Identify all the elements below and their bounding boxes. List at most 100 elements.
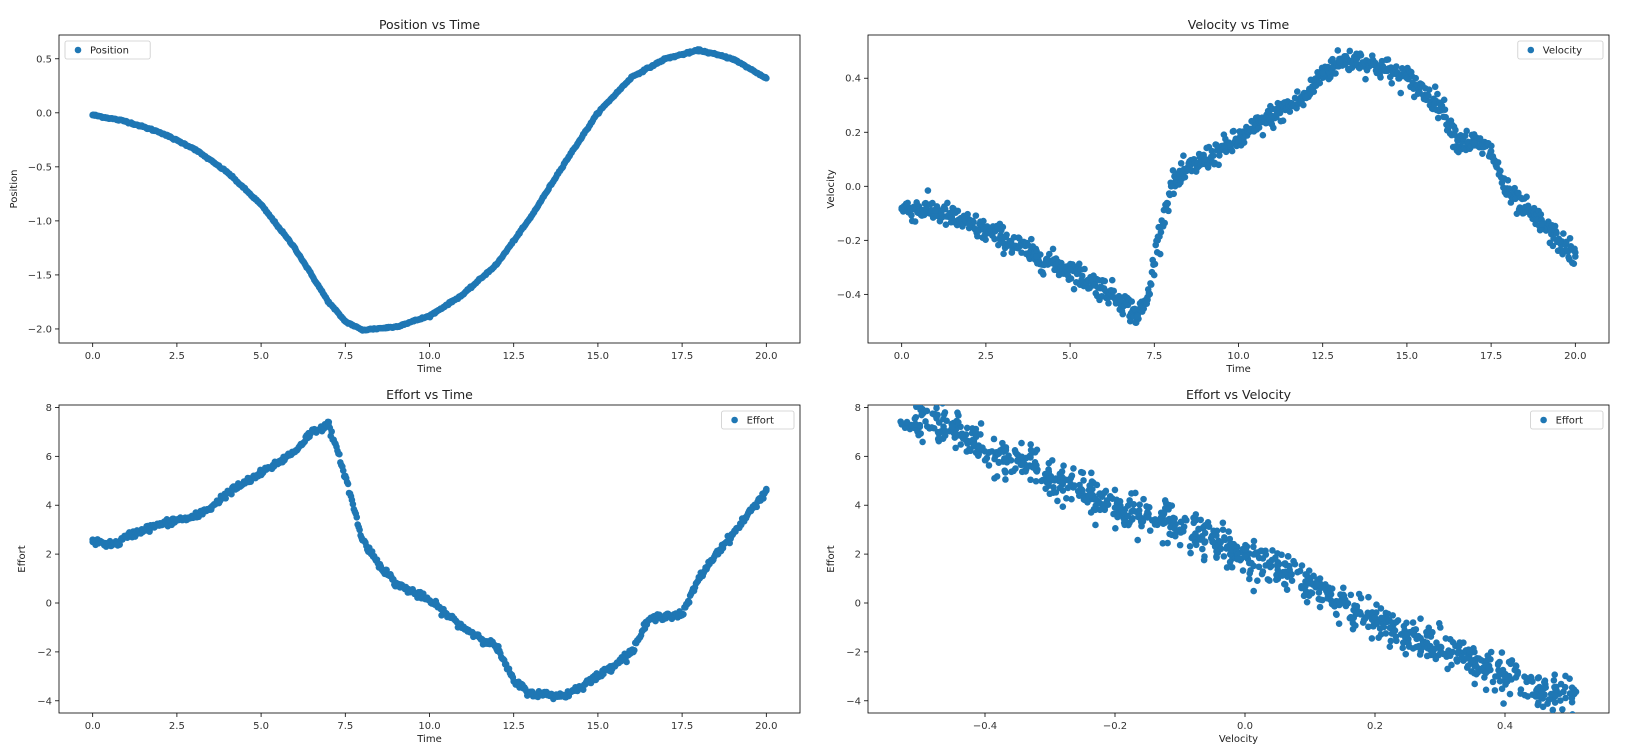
scatter-point [339, 467, 347, 474]
scatter-point [1265, 559, 1273, 566]
scatter-point [1308, 589, 1315, 597]
scatter-point [1485, 664, 1493, 672]
scatter-point [1124, 502, 1132, 509]
data-point [459, 624, 467, 631]
data-point [695, 46, 703, 54]
data-point [459, 291, 467, 298]
data-point [493, 643, 501, 651]
data-point [661, 55, 669, 63]
scatter-point [991, 474, 998, 482]
data-point [1501, 673, 1509, 680]
scatter-point [1168, 502, 1176, 510]
scatter-point [944, 199, 951, 207]
y-tick-label: 2 [855, 550, 861, 561]
x-tick-label: 15.0 [1396, 351, 1418, 362]
data-point [645, 616, 652, 624]
legend-marker [1527, 46, 1535, 54]
legend-box [1517, 40, 1604, 60]
axes-frame [867, 404, 1610, 714]
scatter-point [1180, 152, 1187, 160]
data-point [190, 514, 198, 521]
scatter-point [1164, 200, 1171, 207]
scatter-point [1219, 526, 1227, 533]
x-axis-label: Time [1225, 364, 1250, 375]
scatter-point [1220, 534, 1228, 541]
x-tick-label: −0.2 [1103, 721, 1127, 732]
scatter-point [1255, 124, 1263, 131]
scatter-point [1101, 489, 1108, 497]
scatter-point [1429, 646, 1436, 654]
scatter-point [1440, 650, 1447, 658]
data-point [1274, 563, 1281, 570]
scatter-point [1434, 114, 1442, 122]
scatter-point [1164, 518, 1172, 525]
scatter-point [1512, 662, 1520, 669]
y-tick-label: 6 [46, 452, 52, 463]
scatter-point [958, 430, 966, 438]
data-point [1209, 538, 1216, 546]
scatter-point [1171, 525, 1179, 532]
data-point [527, 690, 534, 697]
data-point [527, 214, 534, 221]
scatter-point [1527, 676, 1535, 684]
scatter-point [952, 430, 960, 438]
scatter-point [904, 199, 911, 207]
scatter-point [1473, 663, 1480, 670]
scatter-point [972, 212, 980, 219]
scatter-point [1147, 281, 1155, 288]
scatter-point [1425, 86, 1433, 94]
scatter-point [1402, 650, 1410, 658]
scatter-point [999, 439, 1006, 447]
scatter-point [995, 459, 1003, 466]
scatter-point [1327, 591, 1335, 598]
scatter-point [1523, 193, 1530, 201]
scatter-point [1276, 109, 1284, 117]
scatter-point [1246, 575, 1253, 583]
scatter-point [1296, 567, 1304, 575]
scatter-point [1442, 113, 1449, 121]
data-point [1534, 685, 1541, 692]
scatter-point [1403, 619, 1410, 627]
subplot-effort-vs-time: Effort vs Time Time Effort 0.0 2.5 5.0 7.5 1… [17, 387, 801, 745]
scatter-point [1373, 601, 1380, 608]
data-point [123, 533, 130, 541]
scatter-point [983, 454, 991, 462]
x-tick-label: 17.5 [671, 351, 693, 362]
data-point [1014, 457, 1021, 465]
scatter-point [1010, 467, 1017, 475]
y-axis-label: Effort [17, 545, 28, 572]
scatter-point [1027, 452, 1034, 459]
scatter-point [1391, 627, 1399, 634]
scatter-point [1151, 516, 1159, 523]
scatter-point [1482, 686, 1490, 694]
scatter-point [943, 417, 950, 425]
y-axis-label: Velocity [826, 169, 837, 208]
subplot-velocity-vs-time: Velocity vs Time Time Velocity 0.0 2.5 5.0… [826, 17, 1610, 375]
scatter-point [1040, 271, 1047, 278]
scatter-point [1140, 305, 1148, 313]
scatter-point [1452, 126, 1459, 134]
scatter-point [1417, 615, 1424, 622]
scatter-point [1386, 643, 1394, 650]
scatter-point [942, 221, 950, 229]
scatter-point [955, 418, 962, 426]
scatter-point [1386, 624, 1394, 632]
scatter-point [1000, 448, 1007, 455]
x-tick-label: 0.4 [1497, 721, 1513, 732]
data-point [156, 521, 164, 529]
scatter-point [1101, 503, 1109, 510]
y-tick-label: −0.5 [28, 162, 52, 173]
scatter-point [1018, 439, 1025, 447]
scatter-point [1353, 602, 1361, 610]
scatter-point [1192, 511, 1200, 518]
data-point [1154, 237, 1161, 244]
scatter-point [1135, 507, 1143, 514]
scatter-point [1228, 541, 1235, 548]
scatter-point [982, 236, 989, 243]
scatter-point [980, 217, 987, 225]
data-point [1572, 253, 1579, 260]
scatter-point [1045, 482, 1053, 489]
scatter-point [1560, 230, 1567, 237]
scatter-point [1375, 634, 1382, 641]
data-point [392, 323, 400, 331]
